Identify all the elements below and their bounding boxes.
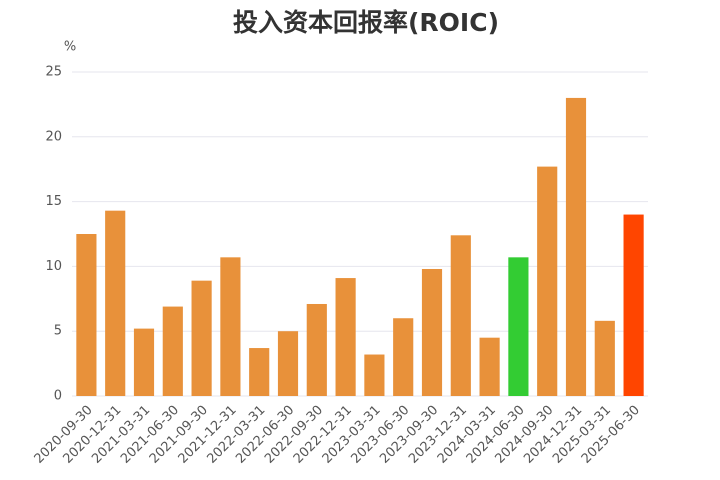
- bar: [479, 337, 500, 396]
- bar: [364, 354, 385, 396]
- y-axis-label: %: [64, 40, 76, 55]
- y-tick-label: 15: [45, 194, 62, 209]
- bar: [249, 348, 270, 396]
- bar: [623, 214, 644, 396]
- bar: [76, 234, 97, 396]
- bar: [162, 306, 183, 396]
- bar: [508, 257, 529, 396]
- bar: [133, 328, 155, 396]
- y-tick-label: 10: [45, 259, 62, 274]
- bar: [220, 257, 241, 396]
- bar: [277, 331, 299, 396]
- bar: [565, 97, 587, 397]
- y-tick-label: 5: [54, 324, 62, 339]
- y-tick-label: 20: [45, 129, 62, 144]
- bar: [421, 268, 443, 396]
- bar: [450, 235, 471, 396]
- bar: [191, 280, 212, 396]
- bar: [537, 166, 558, 396]
- bar: [105, 210, 126, 396]
- bar: [393, 318, 414, 396]
- bar: [306, 303, 327, 396]
- y-tick-label: 25: [45, 65, 62, 80]
- bar: [335, 278, 356, 396]
- bar: [594, 320, 615, 396]
- y-tick-label: 0: [54, 389, 62, 404]
- chart-title: 投入资本回报率(ROIC): [233, 8, 499, 37]
